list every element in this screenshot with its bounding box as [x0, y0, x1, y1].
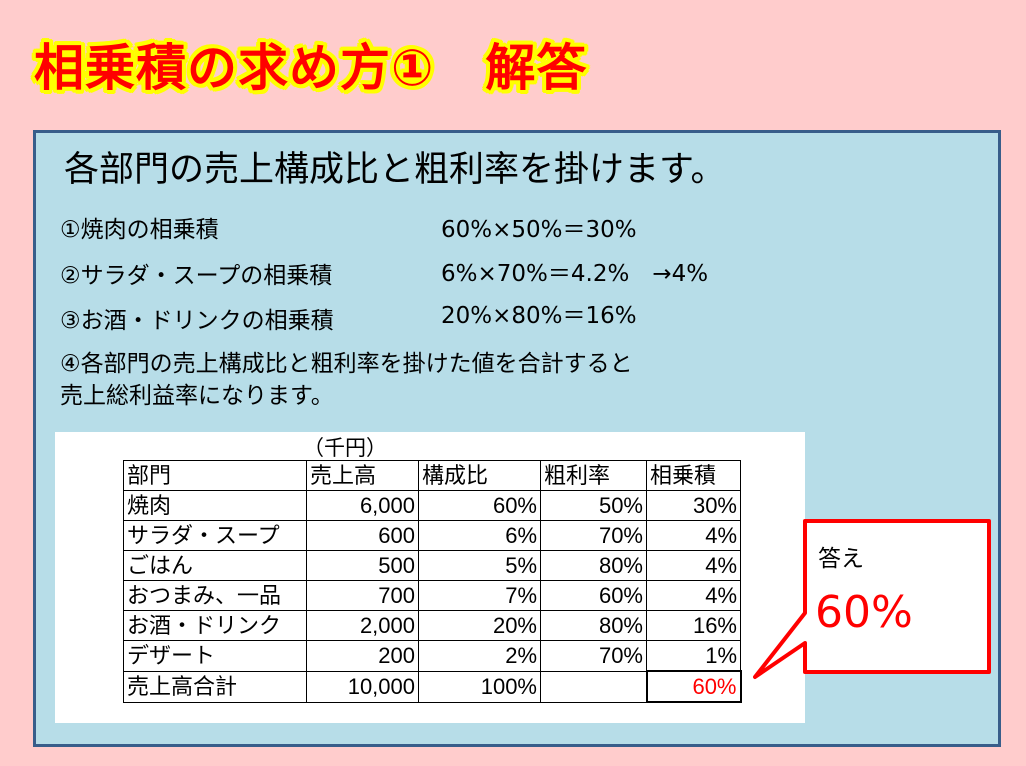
cell-sales: 10,000 [306, 670, 419, 703]
table-total-row: 売上高合計 10,000 100% 60% [123, 670, 742, 703]
cell-synergy: 4% [646, 550, 741, 581]
cell-gross-margin: 70% [540, 640, 647, 672]
content-box: 各部門の売上構成比と粗利率を掛けます。 ①焼肉の相乗積 60%×50%＝30% … [33, 130, 1001, 747]
table-row: デザート 200 2% 70% 1% [123, 640, 741, 672]
unit-label: （千円） [303, 436, 387, 460]
cell-department: 焼肉 [123, 490, 307, 521]
cell-sales: 600 [306, 520, 419, 551]
synergy-table: 部門 売上高 構成比 粗利率 相乗積 焼肉 6,000 60% 50% 30% … [123, 460, 742, 703]
cell-gross-margin: 80% [540, 550, 647, 581]
header-synergy: 相乗積 [646, 460, 741, 491]
cell-composition: 6% [418, 520, 541, 551]
table-header-row: 部門 売上高 構成比 粗利率 相乗積 [123, 460, 741, 491]
cell-gross-margin: 70% [540, 520, 647, 551]
cell-department: おつまみ、一品 [123, 580, 307, 611]
cell-composition: 60% [418, 490, 541, 521]
callout-label: 答え [818, 546, 864, 572]
cell-department: 売上高合計 [123, 670, 307, 703]
cell-composition: 20% [418, 610, 541, 641]
table-row: おつまみ、一品 700 7% 60% 4% [123, 580, 741, 611]
step-3-formula: 20%×80%＝16% [441, 303, 637, 329]
cell-gross-margin: 50% [540, 490, 647, 521]
cell-sales: 200 [306, 640, 419, 672]
header-composition: 構成比 [418, 460, 541, 491]
cell-department: デザート [123, 640, 307, 672]
cell-department: お酒・ドリンク [123, 610, 307, 641]
cell-synergy: 1% [646, 640, 741, 672]
step-2-label: ②サラダ・スープの相乗積 [60, 263, 333, 289]
cell-gross-margin: 60% [540, 580, 647, 611]
cell-synergy: 4% [646, 580, 741, 611]
cell-synergy: 30% [646, 490, 741, 521]
table-row: お酒・ドリンク 2,000 20% 80% 16% [123, 610, 741, 641]
header-department: 部門 [123, 460, 307, 491]
step-2-formula: 6%×70%＝4.2% →4% [441, 261, 709, 287]
step-4-line-1: ④各部門の売上構成比と粗利率を掛けた値を合計すると [60, 351, 633, 377]
cell-sales: 2,000 [306, 610, 419, 641]
cell-sales: 500 [306, 550, 419, 581]
step-1-formula: 60%×50%＝30% [441, 217, 637, 243]
header-sales: 売上高 [306, 460, 419, 491]
callout-value: 60% [815, 587, 913, 638]
cell-synergy: 16% [646, 610, 741, 641]
cell-composition: 7% [418, 580, 541, 611]
step-4-text: ④各部門の売上構成比と粗利率を掛けた値を合計すると 売上総利益率になります。 [60, 348, 633, 412]
cell-sales: 6,000 [306, 490, 419, 521]
cell-synergy-total: 60% [645, 670, 742, 703]
cell-gross-margin: 80% [540, 610, 647, 641]
slide-title: 相乗積の求め方① 解答 [34, 39, 588, 97]
step-3-label: ③お酒・ドリンクの相乗積 [60, 308, 334, 334]
cell-composition: 100% [418, 670, 541, 703]
step-4-line-2: 売上総利益率になります。 [60, 383, 334, 409]
cell-department: ごはん [123, 550, 307, 581]
cell-gross-margin [540, 670, 647, 703]
cell-synergy: 4% [646, 520, 741, 551]
table-row: サラダ・スープ 600 6% 70% 4% [123, 520, 741, 551]
lead-text: 各部門の売上構成比と粗利率を掛けます。 [64, 150, 726, 190]
cell-composition: 2% [418, 640, 541, 672]
header-gross-margin: 粗利率 [540, 460, 647, 491]
table-row: ごはん 500 5% 80% 4% [123, 550, 741, 581]
table-image: （千円） 部門 売上高 構成比 粗利率 相乗積 焼肉 6,000 60% 50%… [55, 432, 805, 723]
cell-sales: 700 [306, 580, 419, 611]
step-1-label: ①焼肉の相乗積 [60, 217, 219, 243]
table-row: 焼肉 6,000 60% 50% 30% [123, 490, 741, 521]
cell-composition: 5% [418, 550, 541, 581]
cell-department: サラダ・スープ [123, 520, 307, 551]
callout-bubble [753, 519, 991, 679]
